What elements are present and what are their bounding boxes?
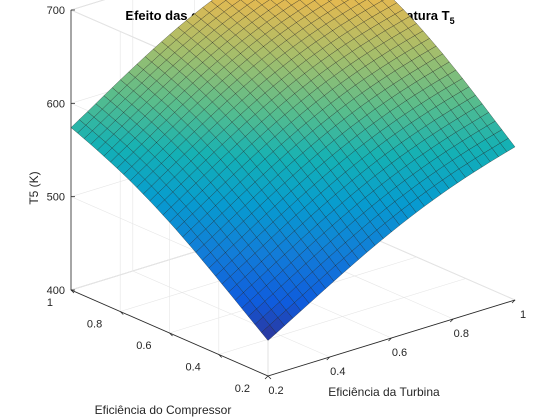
x-tick-label: 0.6 bbox=[392, 347, 407, 359]
chart-title-subscript: 5 bbox=[450, 16, 455, 26]
x-tick-label: 1 bbox=[520, 309, 526, 321]
z-tick-label: 600 bbox=[47, 98, 65, 110]
x-tick-label: 0.8 bbox=[454, 328, 469, 340]
y-tick-label: 1 bbox=[47, 297, 53, 309]
z-tick-label: 400 bbox=[47, 285, 65, 297]
y-tick-label: 0.6 bbox=[136, 340, 151, 352]
y-tick-mark bbox=[268, 376, 271, 379]
y-axis-label: Eficiência do Compressor bbox=[95, 403, 232, 417]
y-tick-label: 0.4 bbox=[186, 362, 201, 374]
z-tick-label: 700 bbox=[47, 5, 65, 17]
x-tick-mark bbox=[265, 376, 268, 379]
x-tick-label: 0.4 bbox=[330, 366, 345, 378]
z-tick-label: 500 bbox=[47, 192, 65, 204]
y-tick-label: 0.8 bbox=[87, 319, 102, 331]
x-axis-label: Eficiência da Turbina bbox=[328, 385, 440, 399]
y-tick-label: 0.2 bbox=[235, 383, 250, 395]
x-tick-label: 0.2 bbox=[268, 385, 283, 397]
surface-plot bbox=[71, 0, 515, 341]
z-axis-label: T5 (K) bbox=[27, 171, 41, 204]
